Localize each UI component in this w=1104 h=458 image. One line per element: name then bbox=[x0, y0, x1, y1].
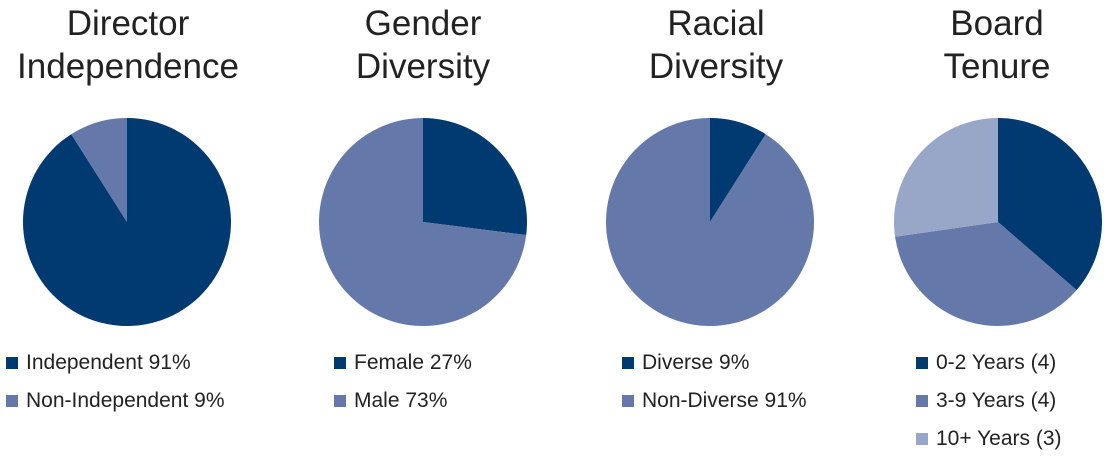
legend: Diverse 9% Non-Diverse 91% bbox=[622, 344, 807, 420]
legend-label: 0-2 Years (4) bbox=[936, 351, 1057, 374]
legend-swatch bbox=[622, 357, 634, 369]
pie-slice-non-independent-9 bbox=[71, 118, 127, 222]
legend-item-female-27: Female 27% bbox=[334, 344, 472, 382]
legend-swatch bbox=[916, 433, 928, 445]
racial-diversity-panel: Racial Diversity Diverse 9% Non-Diverse 9… bbox=[596, 0, 836, 450]
pie-slice-male-73 bbox=[319, 118, 527, 326]
legend-item-0-2-years-4: 0-2 Years (4) bbox=[916, 344, 1062, 382]
pie-slice-3-9-years-4 bbox=[895, 222, 1077, 327]
pie-slice-0-2-years-4 bbox=[998, 118, 1102, 291]
legend-label: 10+ Years (3) bbox=[936, 427, 1062, 450]
legend-label: Non-Independent 9% bbox=[26, 389, 225, 412]
legend-item-diverse-9: Diverse 9% bbox=[622, 344, 807, 382]
chart-title: Director Independence bbox=[17, 4, 239, 86]
legend-swatch bbox=[916, 395, 928, 407]
legend: 0-2 Years (4) 3-9 Years (4) 10+ Years (3) bbox=[916, 344, 1062, 458]
legend-label: Independent 91% bbox=[26, 351, 191, 374]
legend-swatch bbox=[6, 395, 18, 407]
legend-item-3-9-years-4: 3-9 Years (4) bbox=[916, 382, 1062, 420]
director-independence-pie bbox=[22, 118, 231, 326]
chart-title: Board Tenure bbox=[943, 4, 1051, 86]
pie-slice-female-27 bbox=[423, 118, 527, 236]
chart-title: Racial Diversity bbox=[648, 4, 784, 86]
legend-swatch bbox=[622, 395, 634, 407]
pie-slice-diverse-9 bbox=[710, 118, 766, 222]
legend: Independent 91% Non-Independent 9% bbox=[6, 344, 225, 420]
racial-diversity-pie bbox=[606, 118, 814, 326]
legend-item-non-independent-9: Non-Independent 9% bbox=[6, 382, 225, 420]
legend-label: Female 27% bbox=[354, 351, 472, 374]
pie-slice-non-diverse-91 bbox=[606, 118, 814, 326]
legend-swatch bbox=[6, 357, 18, 369]
gender-diversity-panel: Gender Diversity Female 27% Male 73% bbox=[300, 0, 546, 450]
legend-swatch bbox=[334, 357, 346, 369]
board-tenure-pie bbox=[894, 117, 1102, 327]
director-independence-panel: Director Independence Independent 91% Non… bbox=[0, 0, 256, 450]
legend-item-male-73: Male 73% bbox=[334, 382, 472, 420]
legend-swatch bbox=[334, 395, 346, 407]
chart-title: Gender Diversity bbox=[355, 4, 491, 86]
legend-label: Male 73% bbox=[354, 389, 448, 412]
legend-item-10-years-3: 10+ Years (3) bbox=[916, 420, 1062, 458]
legend-label: Non-Diverse 91% bbox=[642, 389, 807, 412]
legend-item-non-diverse-91: Non-Diverse 91% bbox=[622, 382, 807, 420]
legend-label: 3-9 Years (4) bbox=[936, 389, 1057, 412]
legend: Female 27% Male 73% bbox=[334, 344, 472, 420]
legend-label: Diverse 9% bbox=[642, 351, 750, 374]
gender-diversity-pie bbox=[319, 118, 527, 326]
legend-item-independent-91: Independent 91% bbox=[6, 344, 225, 382]
legend-swatch bbox=[916, 357, 928, 369]
board-tenure-panel: Board Tenure 0-2 Years (4) 3-9 Years (4) 1… bbox=[890, 0, 1104, 450]
pie-slice-10-years-3 bbox=[894, 117, 998, 237]
